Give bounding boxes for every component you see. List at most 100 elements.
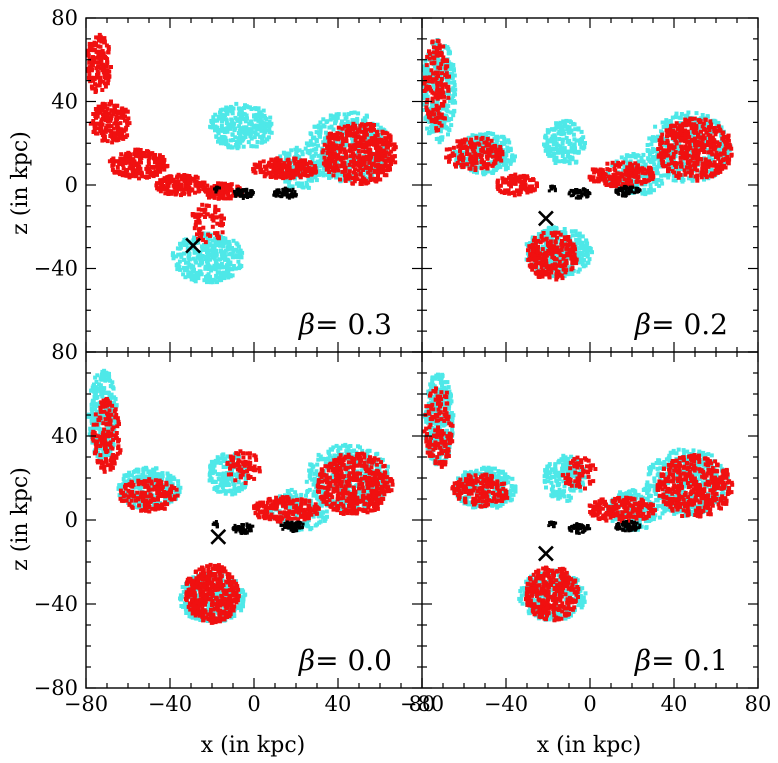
particle-red	[159, 187, 164, 191]
particle-red	[553, 230, 558, 235]
particle-cyan	[294, 145, 299, 150]
particle-cyan	[483, 169, 488, 174]
particle-cyan	[551, 142, 556, 147]
particle-red	[494, 157, 499, 162]
particle-red	[438, 95, 443, 100]
particle-red	[375, 171, 380, 176]
particle-red	[343, 169, 348, 174]
particle-black	[282, 187, 286, 191]
particle-cyan	[541, 265, 546, 270]
particle-cyan	[446, 104, 451, 109]
particle-cyan	[435, 99, 440, 104]
particle-red	[349, 127, 354, 132]
particle-red	[235, 184, 240, 189]
particle-red	[286, 157, 291, 162]
particle-red	[495, 178, 500, 183]
particle-red	[513, 175, 518, 180]
particle-cyan	[296, 181, 301, 186]
particle-red	[284, 171, 288, 176]
particle-red	[342, 155, 347, 160]
particle-cyan	[371, 159, 376, 164]
particle-cyan	[182, 237, 187, 242]
particle-red	[160, 155, 165, 159]
particle-cyan	[236, 118, 240, 123]
particle-red	[353, 167, 357, 172]
particle-red	[380, 142, 385, 147]
particle-cyan	[211, 123, 215, 128]
particle-cyan	[668, 119, 673, 123]
particle-red	[99, 79, 104, 84]
particle-red	[146, 151, 151, 156]
particle-red	[87, 66, 92, 70]
particle-red	[99, 125, 103, 130]
particle-red	[443, 82, 448, 87]
particle-cyan	[310, 159, 315, 164]
particle-red	[221, 183, 226, 187]
particle-red	[716, 124, 721, 129]
particle-cyan	[345, 119, 350, 124]
particle-cyan	[666, 172, 671, 177]
particle-red	[570, 261, 575, 266]
particle-cyan	[643, 192, 648, 197]
particle-red	[131, 168, 136, 173]
particle-red	[357, 127, 362, 132]
particle-red	[440, 83, 445, 88]
particle-red	[549, 270, 554, 275]
particle-red	[176, 179, 181, 184]
particle-red	[115, 124, 120, 129]
particle-red	[157, 153, 162, 158]
particle-red	[105, 60, 110, 65]
particle-cyan	[334, 112, 339, 117]
particle-cyan	[265, 124, 270, 128]
particle-red	[352, 170, 356, 175]
particle-red	[528, 189, 533, 194]
particle-red	[106, 77, 111, 82]
particle-red	[271, 174, 276, 179]
particle-cyan	[213, 258, 218, 263]
particle-cyan	[313, 161, 318, 165]
particle-red	[472, 142, 477, 147]
particle-cyan	[557, 159, 562, 164]
particle-red	[327, 170, 332, 174]
particle-cyan	[556, 148, 561, 153]
particle-red	[492, 145, 497, 149]
particle-red	[539, 272, 544, 277]
particle-cyan	[208, 257, 213, 262]
particle-red	[313, 166, 318, 171]
particle-cyan	[225, 245, 230, 250]
particle-red	[217, 195, 222, 200]
particle-cyan	[508, 146, 513, 151]
particle-cyan	[182, 265, 186, 270]
particle-cyan	[441, 106, 446, 111]
particle-red	[431, 55, 435, 60]
particle-red	[512, 179, 517, 184]
particle-cyan	[481, 170, 486, 175]
particle-cyan	[705, 114, 710, 119]
particle-red	[206, 203, 211, 208]
particle-cyan	[308, 139, 313, 144]
particle-cyan	[525, 251, 530, 256]
particle-red	[429, 110, 434, 115]
particle-cyan	[217, 265, 222, 270]
particle-red	[666, 162, 671, 167]
particle-cyan	[236, 259, 241, 264]
particle-red	[228, 182, 233, 187]
particle-black	[215, 188, 219, 192]
particle-cyan	[686, 176, 691, 181]
particle-red	[296, 171, 301, 176]
particle-cyan	[179, 254, 184, 259]
particle-cyan	[586, 245, 591, 250]
particle-red	[380, 155, 385, 160]
particle-red	[95, 55, 100, 60]
particle-cyan	[653, 138, 658, 143]
particle-red	[87, 73, 92, 78]
particle-red	[347, 169, 352, 174]
particle-cyan	[220, 107, 225, 112]
particle-cyan	[235, 242, 240, 247]
particle-red	[114, 121, 119, 126]
particle-red	[343, 149, 348, 154]
particle-cyan	[227, 246, 232, 251]
particle-red	[215, 221, 220, 226]
particle-red	[129, 174, 134, 179]
particle-red	[145, 170, 150, 175]
